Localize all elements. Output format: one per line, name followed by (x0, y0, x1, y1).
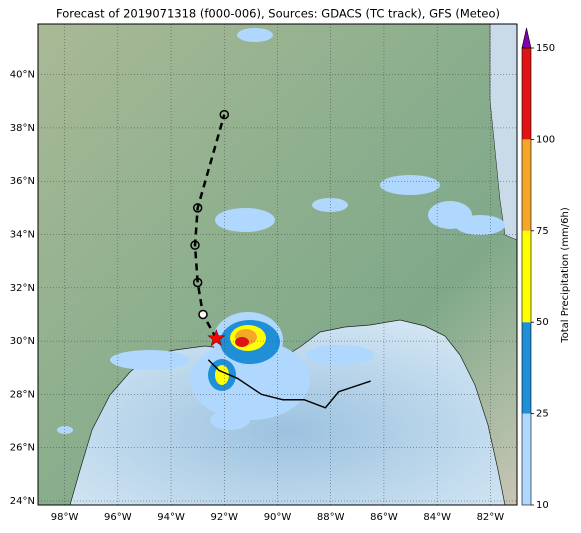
lon-tick-label: 92°W (210, 512, 238, 523)
colorbar-tick-label: 150 (536, 43, 555, 54)
map-frame (37, 23, 518, 506)
colorbar-segment (522, 139, 531, 231)
lon-tick-label: 94°W (157, 512, 185, 523)
colorbar-tick-label: 50 (536, 317, 549, 328)
current-position (207, 329, 226, 347)
lat-tick-label: 32°N (10, 283, 35, 294)
lat-tick-label: 38°N (10, 123, 35, 134)
light-precip (57, 28, 505, 434)
forecast-point (192, 277, 203, 288)
colorbar-tick-label: 75 (536, 226, 549, 237)
colorbar-label: Total Precipitation (mm/6h) (560, 207, 571, 344)
title: Forecast of 2019071318 (f000-006), Sourc… (56, 7, 500, 21)
lat-tick-label: 24°N (10, 496, 35, 507)
colorbar-tick-label: 25 (536, 409, 549, 420)
atlantic (489, 24, 517, 241)
colorbar-tick-label: 100 (536, 134, 555, 145)
precip-100 (235, 337, 249, 347)
lat-tick-label: 36°N (10, 176, 35, 187)
lon-tick-label: 96°W (104, 512, 132, 523)
colorbar-extend (521, 27, 532, 49)
lon-tick-label: 98°W (51, 512, 79, 523)
colorbar-segment (522, 230, 531, 323)
lat-tick-label: 34°N (10, 230, 35, 241)
lon-tick-label: 86°W (370, 512, 398, 523)
map (38, 24, 517, 505)
lon-tick-label: 90°W (264, 512, 292, 523)
lon-tick-label: 84°W (423, 512, 451, 523)
forecast-point (190, 240, 200, 250)
lat-tick-label: 30°N (10, 336, 35, 347)
colorbar-segment (522, 48, 531, 140)
lat-tick-label: 26°N (10, 443, 35, 454)
colorbar-segment (522, 413, 531, 505)
colorbar-segment (522, 322, 531, 414)
lat-tick-label: 40°N (10, 70, 35, 81)
forecast-point (192, 203, 203, 213)
colorbar-tick-label: 10 (536, 500, 549, 511)
lon-tick-label: 88°W (317, 512, 345, 523)
lon-tick-label: 82°W (477, 512, 505, 523)
colorbar-frame (521, 47, 532, 506)
forecast-point (219, 109, 230, 120)
forecast-point (198, 309, 208, 320)
lat-tick-label: 28°N (10, 389, 35, 400)
past-track (207, 359, 371, 409)
forecast-track (193, 114, 226, 340)
